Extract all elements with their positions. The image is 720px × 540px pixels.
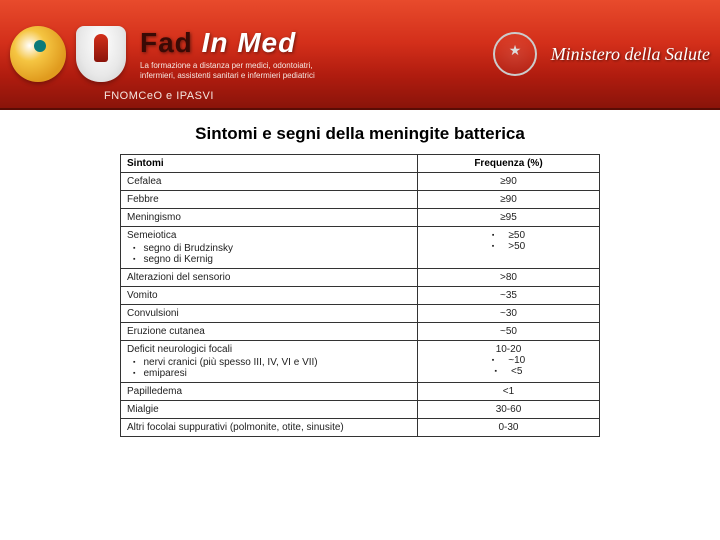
cell-symptom: Febbre [121,191,418,209]
table-row: Mialgie30-60 [121,401,600,419]
ipasvi-logo-icon [76,26,126,82]
cell-frequency: ≥90 [417,173,599,191]
cell-symptom: Papilledema [121,383,418,401]
cell-symptom: Alterazioni del sensorio [121,269,418,287]
cell-frequency: ▪≥50▪>50 [417,227,599,269]
page-title: Sintomi e segni della meningite batteric… [0,124,720,144]
brand-word-1: Fad [140,27,193,58]
col-header-frequency: Frequenza (%) [417,155,599,173]
cell-symptom: Meningismo [121,209,418,227]
logo-block [10,26,126,82]
list-item: ▪<5 [424,366,593,377]
cell-symptom: Cefalea [121,173,418,191]
table-row: Vomito~35 [121,287,600,305]
table-header-row: Sintomi Frequenza (%) [121,155,600,173]
table-row: Semeioticasegno di Brudzinskysegno di Ke… [121,227,600,269]
ministry-block: Ministero della Salute [493,32,710,76]
cell-symptom: Altri focolai suppurativi (polmonite, ot… [121,419,418,437]
list-item: segno di Brudzinsky [133,243,411,254]
brand-word-2: In [202,27,229,58]
table-row: Altri focolai suppurativi (polmonite, ot… [121,419,600,437]
cell-frequency: ~35 [417,287,599,305]
symptom-sublist: nervi cranici (più spesso III, IV, VI e … [127,357,411,379]
cell-frequency: ~50 [417,323,599,341]
cell-symptom: Mialgie [121,401,418,419]
table-row: Deficit neurologici focalinervi cranici … [121,341,600,383]
table-row: Eruzione cutanea~50 [121,323,600,341]
cell-frequency: <1 [417,383,599,401]
list-item: segno di Kernig [133,254,411,265]
cell-frequency: ≥95 [417,209,599,227]
list-item: ▪~10 [424,355,593,366]
frequency-sublist: ▪~10▪<5 [424,355,593,377]
cell-frequency: ≥90 [417,191,599,209]
col-header-symptom: Sintomi [121,155,418,173]
table-row: Meningismo≥95 [121,209,600,227]
cell-symptom: Semeioticasegno di Brudzinskysegno di Ke… [121,227,418,269]
org-label: FNOMCeO e IPASVI [104,90,214,102]
table-row: Alterazioni del sensorio>80 [121,269,600,287]
fnomceo-logo-icon [10,26,66,82]
table-row: Papilledema<1 [121,383,600,401]
table-row: Cefalea≥90 [121,173,600,191]
list-item: ▪≥50 [424,230,593,241]
list-item: ▪>50 [424,241,593,252]
cell-symptom: Eruzione cutanea [121,323,418,341]
italy-emblem-icon [493,32,537,76]
brand-tagline: La formazione a distanza per medici, odo… [140,61,315,82]
brand-text: Fad In Med La formazione a distanza per … [140,27,315,82]
cell-symptom: Deficit neurologici focalinervi cranici … [121,341,418,383]
frequency-sublist: ▪≥50▪>50 [424,230,593,252]
table-row: Febbre≥90 [121,191,600,209]
list-item: emiparesi [133,368,411,379]
ministry-label: Ministero della Salute [551,44,710,65]
cell-symptom: Vomito [121,287,418,305]
cell-frequency: 0-30 [417,419,599,437]
brand-word-3: Med [237,27,296,58]
symptom-sublist: segno di Brudzinskysegno di Kernig [127,243,411,265]
cell-symptom: Convulsioni [121,305,418,323]
table-container: Sintomi Frequenza (%) Cefalea≥90Febbre≥9… [0,154,720,437]
cell-frequency: 30-60 [417,401,599,419]
brand-header: Fad In Med La formazione a distanza per … [0,0,720,110]
cell-frequency: ~30 [417,305,599,323]
cell-frequency: >80 [417,269,599,287]
list-item: nervi cranici (più spesso III, IV, VI e … [133,357,411,368]
table-row: Convulsioni~30 [121,305,600,323]
cell-frequency: 10-20▪~10▪<5 [417,341,599,383]
brand-title: Fad In Med [140,27,315,59]
symptoms-table: Sintomi Frequenza (%) Cefalea≥90Febbre≥9… [120,154,600,437]
